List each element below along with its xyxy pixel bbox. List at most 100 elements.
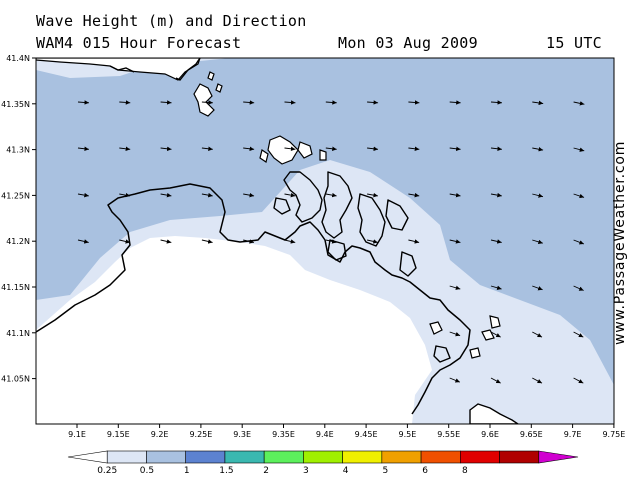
wave-arrow [532,100,544,106]
wave-arrow [408,100,420,105]
lon-label: 9.65E [520,430,543,439]
wave-arrow [160,239,172,244]
colorbar-swatch [460,450,500,464]
wave-arrow [408,239,420,244]
lat-label: 41.25N [1,191,30,200]
colorbar-swatch [106,450,147,464]
colorbar-swatch [342,450,383,464]
longitude-labels: 9.1E 9.15E 9.2E 9.25E 9.3E 9.35E 9.4E 9.45E 9.5E… [68,424,625,439]
wave-arrow [490,331,501,338]
forecast-model: WAM4 015 Hour Forecast [36,34,242,52]
wave-arrow [490,192,502,198]
lat-label: 41.35N [1,100,30,109]
wave-arrow [490,100,503,105]
wave-arrow [573,377,584,384]
lon-label: 9.7E [564,430,582,439]
colorbar-swatch [263,450,304,464]
wave-arrow [573,331,584,338]
lon-label: 9.5E [399,430,417,439]
colorbar-label: 6 [422,466,428,476]
wave-arrow [449,285,461,290]
colorbar-label: 3 [303,466,309,476]
colorbar-swatch [67,450,108,464]
colorbar-label: 1.5 [219,466,233,476]
wave-arrow [201,192,213,198]
lon-label: 9.25E [189,430,212,439]
wave-arrow [119,192,131,198]
lon-label: 9.3E [233,430,251,439]
wave-arrow [449,192,461,198]
wave-arrow [160,146,172,152]
wave-arrow [573,193,585,199]
wave-arrow [284,146,296,152]
wave-arrow [573,101,585,106]
colorbar-swatch [146,450,186,464]
lon-label: 9.2E [151,430,169,439]
lat-label: 41.4N [6,54,30,63]
wave-arrow [201,239,213,244]
wave-height-colorbar: 0.25 0.5 1 1.5 2 3 4 5 6 8 [67,450,579,476]
wave-arrow [77,192,89,198]
latitude-labels: 41.4N 41.35N 41.3N 41.25N 41.2N 41.15N 41.1N 41… [1,54,36,384]
wave-arrow [532,193,544,198]
colorbar-swatch [381,450,422,464]
wave-arrow [284,192,296,198]
forecast-time: 15 UTC [546,34,602,52]
land-south-bottom [469,403,520,424]
islets [193,71,501,359]
wave-arrow [77,100,90,105]
lon-label: 9.4E [316,430,334,439]
wave-arrow [449,377,461,383]
wave-arrow [573,285,584,291]
colorbar-swatch [538,450,579,464]
wave-arrow [490,285,502,290]
wave-arrow [408,192,420,198]
lat-label: 41.05N [1,375,30,384]
wave-arrow [367,100,379,105]
colorbar-label: 1 [184,466,190,476]
colorbar-swatch [185,450,226,464]
wave-arrow [160,192,172,198]
colorbar-label: 2 [263,466,269,476]
wave-arrow [77,146,89,152]
credit-text: www.PassageWeather.com [612,140,628,345]
wave-arrow [532,147,544,152]
wave-arrow [284,100,296,105]
wave-arrow [243,100,255,105]
wave-direction-arrows [77,100,585,384]
wave-arrow [449,100,461,105]
colorbar-swatch [420,450,461,464]
colorbar-swatch [224,450,265,464]
wave-arrow [573,147,585,152]
wave-arrow [77,239,89,244]
colorbar-label: 0.25 [97,466,117,476]
lon-label: 9.1E [68,430,86,439]
wave-arrow [532,285,543,291]
colorbar-label: 5 [382,466,388,476]
lat-label: 41.3N [6,146,30,155]
wave-arrow [367,146,379,152]
wave-arrow [532,377,543,384]
colorbar-label: 8 [462,466,468,476]
colorbar-swatch [303,450,343,464]
map-title: Wave Height (m) and Direction [36,12,307,30]
wave-arrow [119,146,131,152]
lat-label: 41.1N [6,329,30,338]
wave-arrow [573,239,585,245]
land-sardinia [36,236,432,424]
wave-arrow [325,100,337,105]
colorbar-swatch [499,450,540,464]
colorbar-label: 4 [343,466,349,476]
wave-arrow [408,146,420,152]
lat-label: 41.15N [1,283,30,292]
wave-arrow [449,331,461,337]
wave-arrow [243,239,255,244]
wave-arrow [449,146,461,152]
wave-arrow [325,146,337,152]
wave-arrow [201,100,213,105]
coastline-sardinia [36,183,471,415]
lon-label: 9.45E [355,430,378,439]
wave-arrow [532,239,543,245]
land-corsica-tip [36,58,201,81]
wave-arrow [325,192,337,198]
